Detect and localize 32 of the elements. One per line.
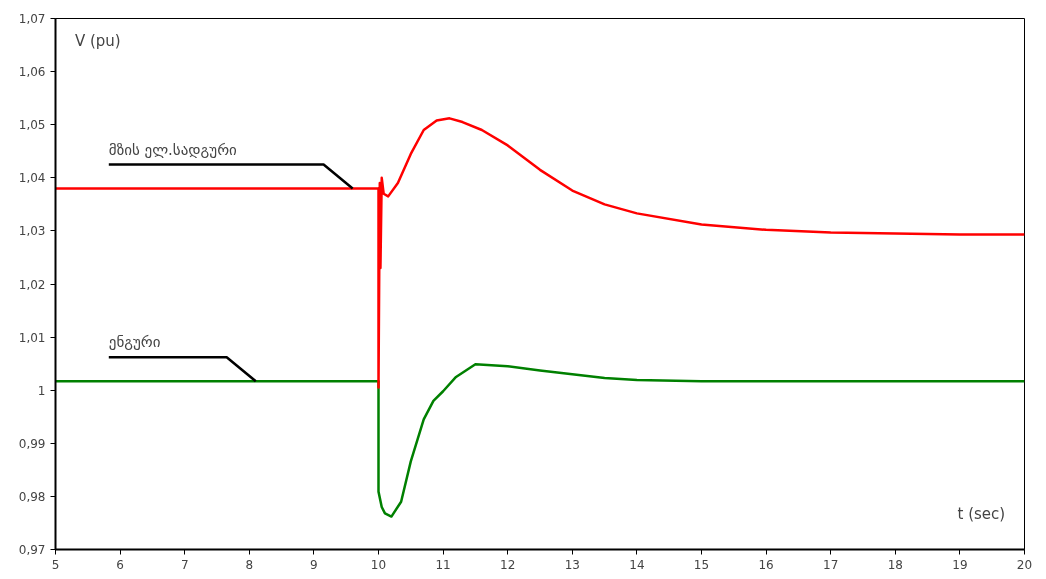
x-tick-label: 5 — [51, 557, 60, 572]
y-tick-label: 1,02 — [18, 277, 46, 292]
x-tick-label: 16 — [758, 557, 774, 572]
x-tick-label: 17 — [823, 557, 839, 572]
x-tick-label: 14 — [629, 557, 645, 572]
series-label: ენგური — [108, 333, 161, 352]
y-tick-label: 0,98 — [18, 489, 46, 504]
y-tick-label: 1,06 — [18, 65, 46, 80]
y-tick-label: 1,04 — [18, 171, 46, 186]
x-tick-label: 15 — [693, 557, 710, 572]
line-series — [55, 117, 1025, 389]
x-tick-label: 10 — [370, 557, 387, 572]
y-tick-label: 1,01 — [18, 330, 46, 345]
y-axis-title: V (pu) — [74, 32, 121, 51]
series-label: მზის ელ.სადგური — [108, 140, 238, 159]
x-tick-label: 20 — [1016, 557, 1033, 572]
x-tick-label: 6 — [116, 557, 124, 572]
x-tick-label: 19 — [952, 557, 968, 572]
x-tick-label: 11 — [435, 557, 451, 572]
x-axis-title: t (sec) — [957, 504, 1006, 523]
y-tick-label: 1,03 — [18, 224, 46, 239]
y-tick-label: 1 — [37, 383, 46, 398]
x-tick-label: 18 — [887, 557, 903, 572]
x-tick-label: 12 — [500, 557, 516, 572]
y-tick-label: 1,05 — [18, 118, 46, 133]
y-tick-label: 1,07 — [18, 12, 46, 26]
x-tick-label: 13 — [564, 557, 580, 572]
x-tick-label: 8 — [245, 557, 254, 572]
x-tick-label: 9 — [310, 557, 318, 572]
y-tick-label: 0,97 — [18, 543, 46, 557]
x-tick-label: 7 — [180, 557, 189, 572]
y-tick-label: 0,99 — [18, 436, 46, 451]
